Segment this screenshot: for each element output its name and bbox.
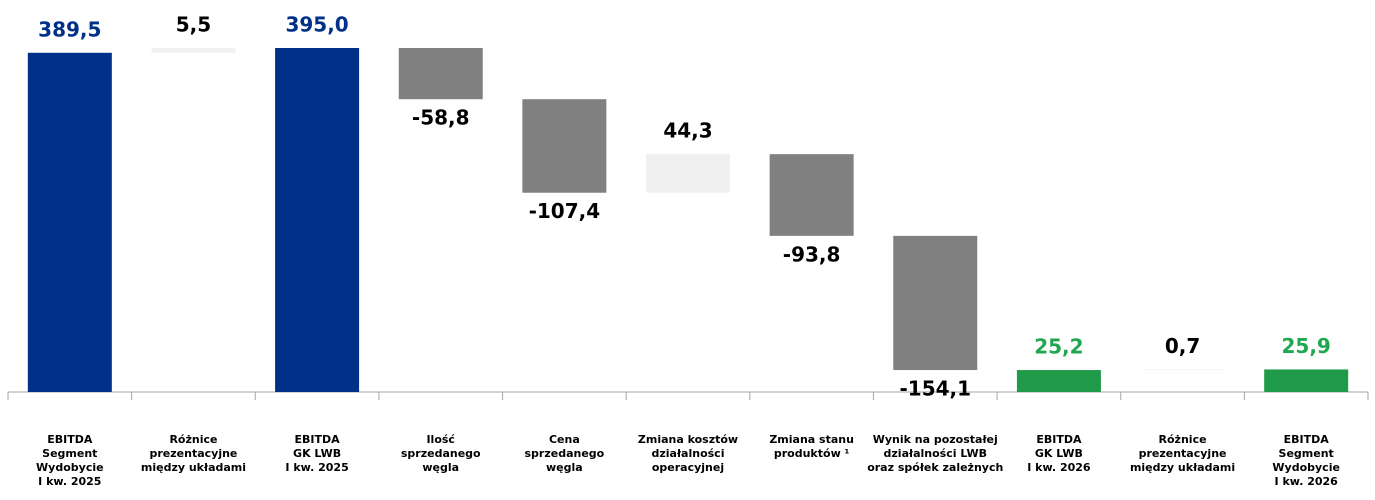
bar bbox=[275, 48, 360, 392]
x-tick-label: EBITDA GK LWB I kw. 2026 bbox=[1027, 433, 1091, 474]
x-tick-label: Ilość sprzedanego węgla bbox=[401, 433, 481, 474]
value-label: 395,0 bbox=[285, 13, 348, 37]
value-label: -58,8 bbox=[412, 106, 470, 130]
value-label: 25,9 bbox=[1282, 334, 1331, 358]
bar bbox=[893, 235, 978, 371]
bar bbox=[1264, 369, 1349, 392]
value-label: 0,7 bbox=[1165, 334, 1200, 358]
bar bbox=[522, 99, 607, 193]
value-label: -107,4 bbox=[529, 199, 601, 223]
x-tick-label: EBITDA Segment Wydobycie I kw. 2025 bbox=[36, 433, 104, 488]
bar bbox=[769, 154, 854, 236]
bar bbox=[398, 48, 483, 100]
value-label: -93,8 bbox=[783, 242, 841, 266]
x-tick-label: EBITDA Segment Wydobycie I kw. 2026 bbox=[1272, 433, 1340, 488]
value-label: 25,2 bbox=[1034, 335, 1083, 359]
x-tick-label: Różnice prezentacyjne między układami bbox=[1130, 433, 1235, 474]
value-label: 389,5 bbox=[38, 17, 101, 41]
x-tick-label: Wynik na pozostałej działalności LWB oraz … bbox=[867, 433, 1003, 474]
x-tick-label: EBITDA GK LWB I kw. 2025 bbox=[285, 433, 348, 474]
bar bbox=[646, 154, 730, 193]
value-label: -154,1 bbox=[899, 377, 971, 401]
x-tick-label: Cena sprzedanego węgla bbox=[524, 433, 604, 474]
bar bbox=[27, 52, 112, 392]
x-tick-label: Zmiana stanu produktów ¹ bbox=[769, 433, 854, 460]
x-tick-label: Różnice prezentacyjne między układami bbox=[141, 433, 246, 474]
value-label: 44,3 bbox=[663, 119, 712, 143]
value-label: 5,5 bbox=[176, 13, 211, 37]
bar bbox=[151, 48, 236, 53]
bar bbox=[1140, 369, 1225, 371]
x-tick-label: Zmiana kosztów działalności operacyjnej bbox=[638, 433, 738, 474]
bar bbox=[1016, 370, 1101, 392]
